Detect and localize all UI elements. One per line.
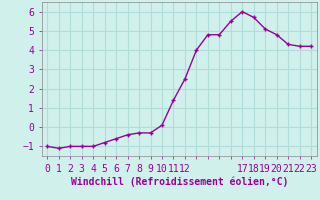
- X-axis label: Windchill (Refroidissement éolien,°C): Windchill (Refroidissement éolien,°C): [70, 176, 288, 187]
